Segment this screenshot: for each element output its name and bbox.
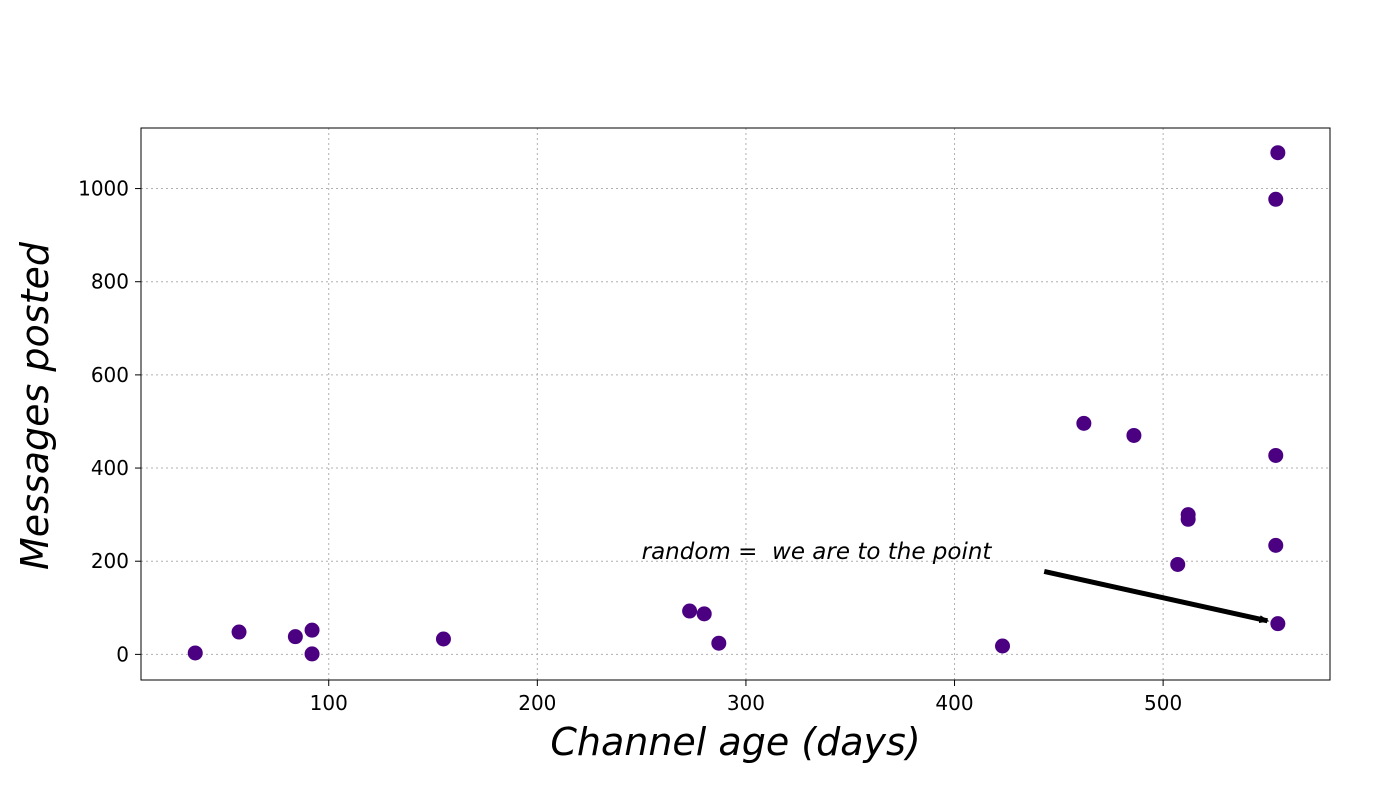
scatter-point	[995, 638, 1011, 654]
y-tick-label: 1000	[78, 177, 129, 201]
scatter-point	[287, 629, 303, 645]
annotation-text: random = we are to the point	[642, 539, 993, 565]
data-points	[187, 145, 1286, 662]
x-tick-label: 100	[310, 691, 348, 715]
scatter-point	[304, 622, 320, 638]
y-tick-label: 400	[91, 456, 129, 480]
x-tick-label: 500	[1144, 691, 1182, 715]
scatter-point	[696, 606, 712, 622]
x-tick-label: 300	[727, 691, 765, 715]
x-tick-label: 200	[518, 691, 556, 715]
y-axis-label: Messages posted	[13, 241, 57, 570]
scatter-point	[1180, 511, 1196, 527]
scatter-point	[1270, 145, 1286, 161]
scatter-point	[304, 646, 320, 662]
y-tick-label: 800	[91, 270, 129, 294]
scatter-point	[435, 631, 451, 647]
x-axis-label: Channel age (days)	[550, 720, 920, 764]
scatter-point	[187, 645, 203, 661]
scatter-point	[1268, 537, 1284, 553]
scatter-point	[1270, 616, 1286, 632]
scatter-point	[1268, 447, 1284, 463]
scatter-point	[231, 624, 247, 640]
plot-frame	[140, 127, 1331, 681]
scatter-point	[1126, 427, 1142, 443]
annotation-arrow	[1043, 569, 1270, 624]
x-tick-label: 400	[935, 691, 973, 715]
scatter-point	[1170, 556, 1186, 572]
scatter-point	[711, 635, 727, 651]
y-tick-label: 0	[116, 642, 129, 666]
annotations: random = we are to the point	[642, 539, 1270, 624]
grid	[141, 128, 1330, 680]
axis-ticks: 100 200 300 400 500 0 200 400 600 800 1000	[78, 177, 1182, 715]
y-tick-label: 200	[91, 549, 129, 573]
y-tick-label: 600	[91, 363, 129, 387]
scatter-point	[1076, 415, 1092, 431]
scatter-point	[682, 603, 698, 619]
scatter-point	[1268, 191, 1284, 207]
